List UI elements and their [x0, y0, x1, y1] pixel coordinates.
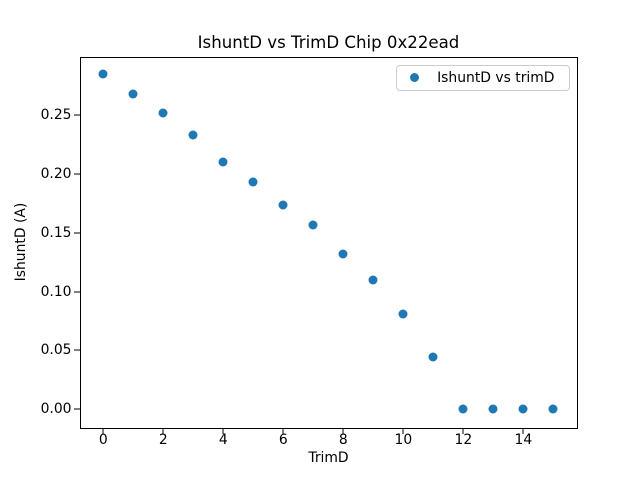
data-point: [278, 200, 288, 210]
y-tick-label: 0.25: [40, 107, 72, 124]
x-tick-label: 8: [338, 431, 348, 448]
x-tick-mark: [282, 428, 284, 434]
x-tick-label: 6: [278, 431, 288, 448]
y-tick-label: 0.00: [40, 401, 72, 418]
y-tick-mark: [73, 349, 80, 351]
legend-marker-icon: [410, 73, 420, 82]
data-point: [428, 352, 438, 362]
y-tick-label: 0.20: [40, 166, 72, 183]
x-tick-label: 4: [218, 431, 228, 448]
y-tick-label: 0.15: [40, 224, 72, 241]
y-tick-mark: [73, 232, 80, 234]
data-point: [218, 157, 228, 167]
x-tick-mark: [342, 428, 344, 434]
x-axis-label: TrimD: [308, 450, 349, 466]
y-tick-mark: [73, 173, 80, 175]
x-tick-mark: [462, 428, 464, 434]
legend-label: IshuntD vs trimD: [437, 69, 555, 86]
x-tick-label: 0: [98, 431, 108, 448]
legend: IshuntD vs trimD: [396, 64, 570, 91]
x-tick-mark: [402, 428, 404, 434]
data-point: [188, 130, 198, 140]
x-tick-mark: [522, 428, 524, 434]
y-tick-mark: [73, 291, 80, 293]
y-tick-label: 0.05: [40, 342, 72, 359]
data-point: [398, 309, 408, 319]
y-tick-label: 0.10: [40, 283, 72, 300]
data-point: [458, 404, 468, 414]
data-point: [548, 404, 558, 414]
x-tick-label: 14: [514, 431, 533, 448]
data-point: [98, 69, 108, 79]
plot-area: IshuntD vs trimD 0 2 4 6 8 10 12 14 0.00 0.05 0.10…: [41, 56, 578, 448]
data-point: [158, 108, 168, 118]
x-tick-label: 2: [158, 431, 168, 448]
y-tick-mark: [73, 114, 80, 116]
chart-title: IshuntD vs TrimD Chip 0x22ead: [197, 33, 460, 52]
data-point: [128, 89, 138, 99]
data-point: [248, 177, 258, 187]
data-point: [488, 404, 498, 414]
y-axis-label: IshuntD (A): [13, 202, 29, 282]
x-tick-mark: [222, 428, 224, 434]
x-tick-mark: [162, 428, 164, 434]
data-point: [518, 404, 528, 414]
x-tick-label: 10: [394, 431, 413, 448]
x-tick-mark: [102, 428, 104, 434]
data-point: [368, 275, 378, 285]
x-tick-label: 12: [454, 431, 473, 448]
y-tick-mark: [73, 408, 80, 410]
data-point: [338, 249, 348, 259]
data-point: [308, 220, 318, 230]
